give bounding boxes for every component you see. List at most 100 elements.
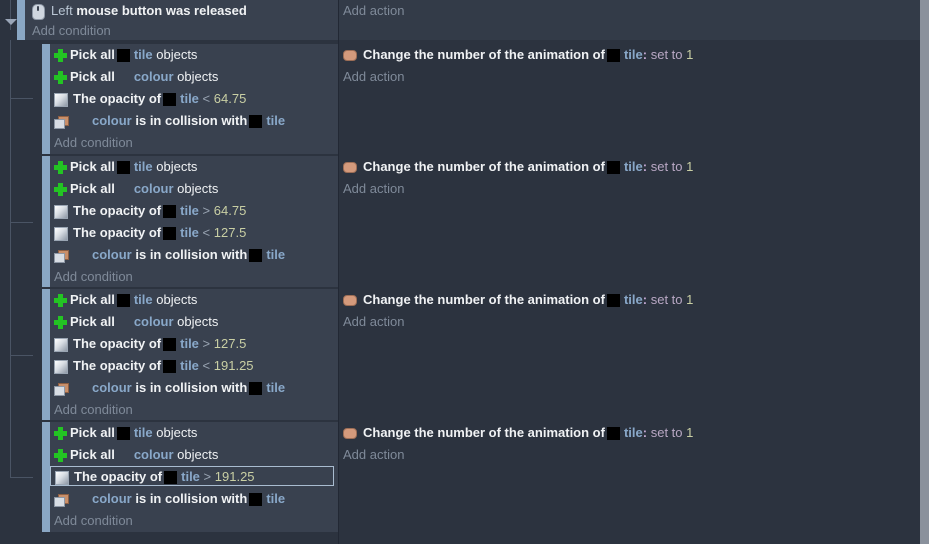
object-name[interactable]: tile	[133, 47, 153, 62]
action-row-set-animation[interactable]: Change the number of the animation of til…	[343, 289, 693, 311]
condition-row-opacity[interactable]: The opacity of tile > 64.75	[54, 200, 246, 222]
condition-suffix: objects	[177, 447, 219, 462]
condition-row-collision[interactable]: colour is in collision with tile	[54, 110, 285, 132]
event-condition-row[interactable]: Left mouse button was released	[32, 0, 332, 22]
tree-trunk-line	[10, 40, 11, 478]
condition-row-collision[interactable]: colour is in collision with tile	[54, 377, 285, 399]
condition-suffix: objects	[177, 314, 219, 329]
object-swatch	[164, 471, 178, 485]
condition-prefix: Pick all	[70, 69, 115, 84]
comparison-operator[interactable]: >	[203, 469, 212, 484]
add-action-link[interactable]: Add action	[343, 69, 405, 84]
vertical-scrollbar[interactable]	[920, 0, 929, 544]
condition-row-opacity[interactable]: The opacity of tile < 127.5	[54, 222, 246, 244]
action-row-set-animation[interactable]: Change the number of the animation of til…	[343, 156, 693, 178]
object-name[interactable]: tile	[623, 292, 643, 307]
object-swatch	[249, 382, 263, 396]
comparison-operator[interactable]: <	[202, 225, 211, 240]
add-action-link[interactable]: Add action	[343, 314, 405, 329]
object-swatch	[163, 227, 177, 241]
object-name[interactable]: colour	[92, 380, 132, 395]
add-action-link[interactable]: Add action	[343, 181, 405, 196]
condition-prefix: The opacity of	[73, 336, 162, 351]
condition-row-pick-all-colour[interactable]: Pick all colour objects	[54, 66, 218, 88]
comparison-operator[interactable]: >	[202, 336, 211, 351]
condition-row-opacity[interactable]: The opacity of tile < 191.25	[54, 355, 254, 377]
action-colon: :	[642, 47, 648, 62]
object-name[interactable]: tile	[180, 336, 199, 351]
comparison-operator[interactable]: <	[202, 358, 211, 373]
scrollbar-thumb[interactable]	[920, 0, 929, 544]
comparison-operator[interactable]: >	[202, 203, 211, 218]
object-name[interactable]: colour	[133, 447, 174, 462]
object-name[interactable]: tile	[133, 425, 153, 440]
add-condition-link[interactable]: Add condition	[54, 402, 133, 417]
object-name[interactable]: tile	[180, 91, 199, 106]
condition-prefix: Pick all	[70, 314, 115, 329]
add-action-link[interactable]: Add action	[343, 447, 405, 462]
comparison-operator[interactable]: <	[202, 91, 211, 106]
action-value[interactable]: 1	[686, 159, 694, 174]
object-name[interactable]: tile	[133, 159, 153, 174]
object-name[interactable]: colour	[92, 491, 132, 506]
add-condition-link[interactable]: Add condition	[54, 135, 133, 150]
object-name[interactable]: colour	[133, 181, 174, 196]
collision-icon	[54, 382, 69, 396]
condition-row-pick-all-colour[interactable]: Pick all colour objects	[54, 178, 218, 200]
condition-row-pick-all-tile[interactable]: Pick all tile objects	[54, 156, 197, 178]
object-swatch	[116, 427, 130, 441]
object-name[interactable]: colour	[133, 314, 174, 329]
condition-row-pick-all-tile[interactable]: Pick all tile objects	[54, 422, 197, 444]
condition-row-pick-all-tile[interactable]: Pick all tile objects	[54, 289, 197, 311]
action-value[interactable]: 1	[686, 292, 694, 307]
object-name[interactable]: tile	[623, 425, 643, 440]
add-condition-link[interactable]: Add condition	[54, 269, 133, 284]
condition-value[interactable]: 64.75	[213, 203, 247, 218]
condition-value[interactable]: 64.75	[213, 91, 247, 106]
condition-value[interactable]: 127.5	[213, 225, 247, 240]
block-separator	[42, 287, 338, 289]
action-text: Change the number of the animation of	[363, 292, 605, 307]
condition-row-pick-all-colour[interactable]: Pick all colour objects	[54, 311, 218, 333]
event-tree-gutter	[0, 0, 46, 544]
object-name[interactable]: tile	[266, 247, 286, 262]
plus-icon	[54, 71, 67, 85]
object-name[interactable]: colour	[92, 247, 132, 262]
action-value[interactable]: 1	[686, 425, 694, 440]
add-action-link[interactable]: Add action	[343, 3, 405, 18]
chevron-down-icon[interactable]	[5, 19, 17, 25]
object-swatch	[606, 294, 620, 308]
object-name[interactable]: tile	[181, 469, 200, 484]
action-row-set-animation[interactable]: Change the number of the animation of til…	[343, 422, 693, 444]
condition-value[interactable]: 127.5	[213, 336, 247, 351]
object-name[interactable]: tile	[180, 358, 199, 373]
object-name[interactable]: colour	[133, 69, 174, 84]
opacity-icon	[54, 226, 68, 241]
condition-row-opacity[interactable]: The opacity of tile < 64.75	[54, 88, 246, 110]
block-separator	[42, 420, 338, 422]
action-row-set-animation[interactable]: Change the number of the animation of til…	[343, 44, 693, 66]
object-name[interactable]: tile	[133, 292, 153, 307]
add-condition-link[interactable]: Add condition	[54, 513, 133, 528]
object-name[interactable]: colour	[92, 113, 132, 128]
condition-value[interactable]: 191.25	[213, 358, 254, 373]
condition-row-pick-all-tile[interactable]: Pick all tile objects	[54, 44, 197, 66]
condition-row-opacity[interactable]: The opacity of tile > 127.5	[54, 333, 246, 355]
object-swatch	[249, 493, 263, 507]
condition-row-pick-all-colour[interactable]: Pick all colour objects	[54, 444, 218, 466]
object-name[interactable]: tile	[266, 113, 286, 128]
object-name[interactable]: tile	[266, 491, 286, 506]
object-name[interactable]: tile	[623, 47, 643, 62]
object-name[interactable]: tile	[623, 159, 643, 174]
object-name[interactable]: tile	[180, 203, 199, 218]
condition-row-collision[interactable]: colour is in collision with tile	[54, 488, 285, 510]
object-name[interactable]: tile	[180, 225, 199, 240]
action-value[interactable]: 1	[686, 47, 694, 62]
action-colon: :	[642, 292, 648, 307]
object-name[interactable]: tile	[266, 380, 286, 395]
condition-row-collision[interactable]: colour is in collision with tile	[54, 244, 285, 266]
event-accent-bar	[17, 0, 25, 40]
add-condition-link[interactable]: Add condition	[32, 23, 111, 38]
condition-row-opacity-selected[interactable]: The opacity of tile > 191.25	[50, 466, 334, 486]
condition-value[interactable]: 191.25	[214, 469, 255, 484]
